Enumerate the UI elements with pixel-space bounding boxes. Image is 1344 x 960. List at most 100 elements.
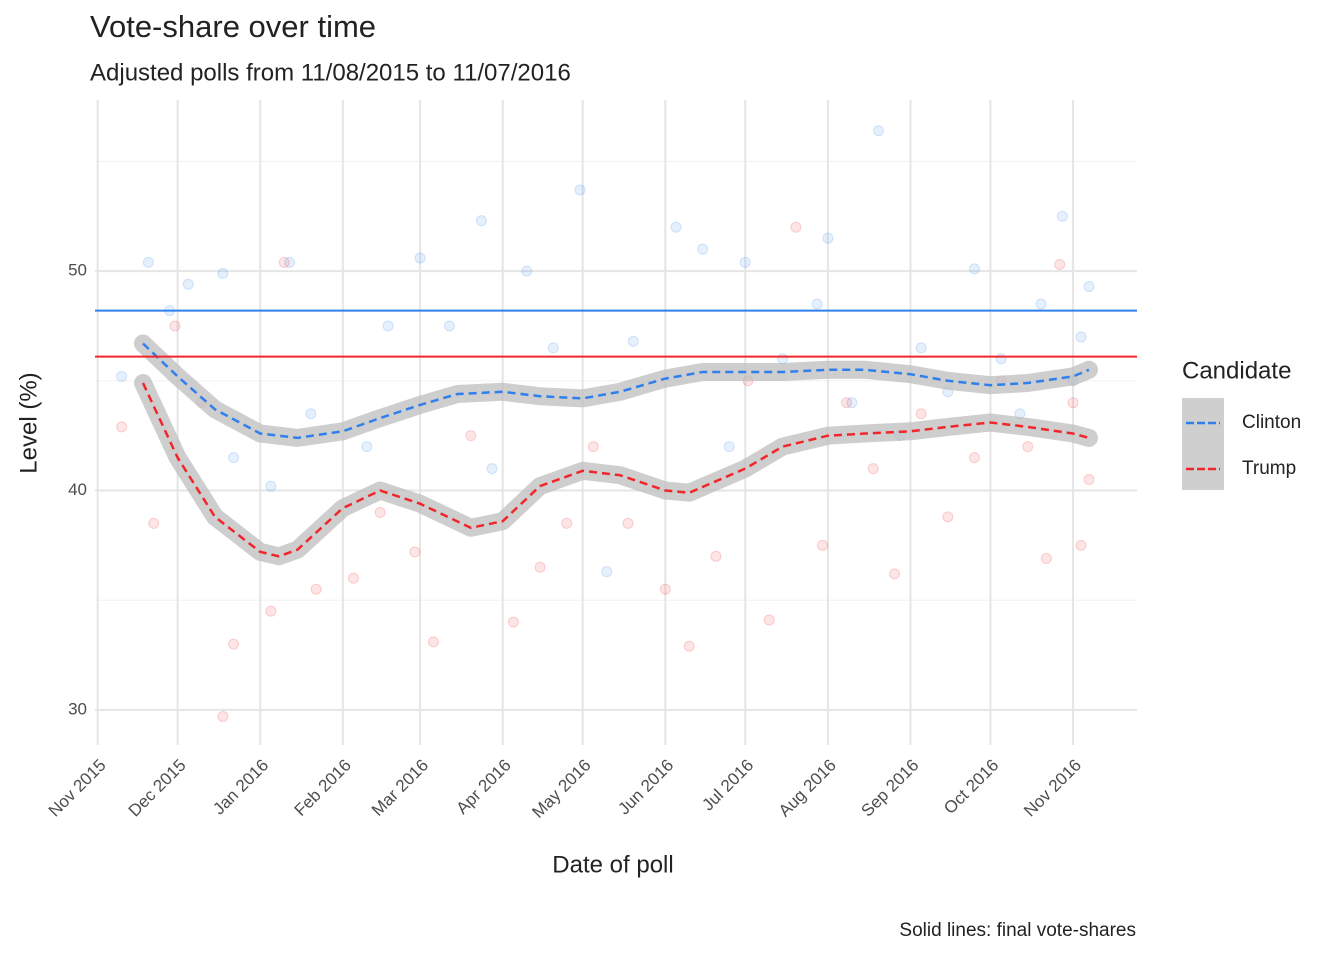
poll-point bbox=[872, 125, 884, 137]
poll-point bbox=[822, 232, 834, 244]
poll-point bbox=[659, 583, 671, 595]
y-tick-label: 40 bbox=[68, 480, 87, 499]
trend-ribbon bbox=[134, 374, 1098, 566]
poll-point bbox=[867, 463, 879, 475]
poll-point bbox=[1075, 331, 1087, 343]
x-tick-label: Nov 2016 bbox=[1020, 756, 1085, 821]
x-tick-label: Sep 2016 bbox=[858, 756, 923, 821]
poll-point bbox=[465, 430, 477, 442]
poll-point bbox=[601, 566, 613, 578]
poll-point bbox=[217, 710, 229, 722]
chart-subtitle: Adjusted polls from 11/08/2015 to 11/07/… bbox=[90, 59, 571, 86]
x-tick-label: Feb 2016 bbox=[291, 756, 355, 820]
x-tick-label: Jan 2016 bbox=[209, 756, 272, 819]
poll-point bbox=[817, 539, 829, 551]
poll-point bbox=[697, 243, 709, 255]
poll-point bbox=[475, 215, 487, 227]
poll-point bbox=[265, 605, 277, 617]
x-tick-label: Nov 2015 bbox=[45, 756, 110, 821]
legend-label: Clinton bbox=[1242, 412, 1301, 433]
poll-point bbox=[710, 550, 722, 562]
poll-point bbox=[670, 221, 682, 233]
x-tick-label: Dec 2015 bbox=[125, 756, 190, 821]
poll-point bbox=[1075, 539, 1087, 551]
legend-key-box bbox=[1182, 398, 1224, 490]
x-tick-label: Jun 2016 bbox=[614, 756, 677, 819]
poll-point bbox=[995, 353, 1007, 365]
poll-point bbox=[888, 568, 900, 580]
poll-point bbox=[228, 452, 240, 464]
trend-line bbox=[142, 342, 1090, 440]
poll-point bbox=[1083, 280, 1095, 292]
poll-point bbox=[1067, 397, 1079, 409]
poll-point bbox=[915, 408, 927, 420]
poll-point bbox=[443, 320, 455, 332]
x-tick-label: Aug 2016 bbox=[775, 756, 840, 821]
poll-point bbox=[116, 370, 128, 382]
poll-point bbox=[486, 463, 498, 475]
poll-point bbox=[1035, 298, 1047, 310]
poll-point bbox=[521, 265, 533, 277]
chart-title: Vote-share over time bbox=[90, 9, 376, 44]
poll-point bbox=[278, 256, 290, 268]
poll-point bbox=[228, 638, 240, 650]
poll-point bbox=[587, 441, 599, 453]
poll-point bbox=[574, 184, 586, 196]
poll-point bbox=[942, 511, 954, 523]
poll-point bbox=[622, 517, 634, 529]
x-tick-label: Jul 2016 bbox=[698, 756, 757, 815]
poll-point bbox=[627, 335, 639, 347]
x-tick-label: May 2016 bbox=[528, 756, 594, 822]
poll-point bbox=[284, 256, 296, 268]
poll-point bbox=[1022, 441, 1034, 453]
y-tick-label: 50 bbox=[68, 261, 87, 280]
poll-point bbox=[811, 298, 823, 310]
x-tick-label: Apr 2016 bbox=[453, 756, 515, 818]
legend-title: Candidate bbox=[1182, 357, 1291, 384]
poll-point bbox=[169, 320, 181, 332]
caption: Solid lines: final vote-shares bbox=[899, 920, 1136, 941]
poll-point bbox=[723, 441, 735, 453]
y-axis-title: Level (%) bbox=[15, 372, 42, 473]
x-axis-title: Date of poll bbox=[552, 851, 673, 878]
poll-point bbox=[182, 278, 194, 290]
poll-point bbox=[547, 342, 559, 354]
poll-point bbox=[348, 572, 360, 584]
poll-point bbox=[1083, 474, 1095, 486]
poll-point bbox=[265, 480, 277, 492]
poll-point bbox=[310, 583, 322, 595]
poll-point bbox=[305, 408, 317, 420]
legend-label: Trump bbox=[1242, 458, 1296, 479]
poll-point bbox=[1040, 553, 1052, 565]
poll-point bbox=[116, 421, 128, 433]
poll-point bbox=[361, 441, 373, 453]
x-tick-label: Oct 2016 bbox=[940, 756, 1002, 818]
poll-point bbox=[968, 263, 980, 275]
poll-point bbox=[790, 221, 802, 233]
poll-point bbox=[374, 506, 386, 518]
poll-point bbox=[414, 252, 426, 264]
poll-point bbox=[382, 320, 394, 332]
poll-point bbox=[683, 640, 695, 652]
poll-point bbox=[846, 397, 858, 409]
x-tick-label: Mar 2016 bbox=[368, 756, 432, 820]
poll-point bbox=[534, 561, 546, 573]
poll-point bbox=[1056, 210, 1068, 222]
poll-point bbox=[561, 517, 573, 529]
poll-point bbox=[841, 397, 853, 409]
poll-point bbox=[427, 636, 439, 648]
poll-point bbox=[1054, 259, 1066, 271]
poll-point bbox=[217, 267, 229, 279]
trend-line bbox=[141, 382, 1090, 558]
poll-point bbox=[763, 614, 775, 626]
poll-point bbox=[739, 256, 751, 268]
poll-point bbox=[142, 256, 154, 268]
poll-point bbox=[968, 452, 980, 464]
poll-point bbox=[915, 342, 927, 354]
poll-point bbox=[507, 616, 519, 628]
poll-point bbox=[148, 517, 160, 529]
poll-point bbox=[777, 353, 789, 365]
poll-point bbox=[409, 546, 421, 558]
